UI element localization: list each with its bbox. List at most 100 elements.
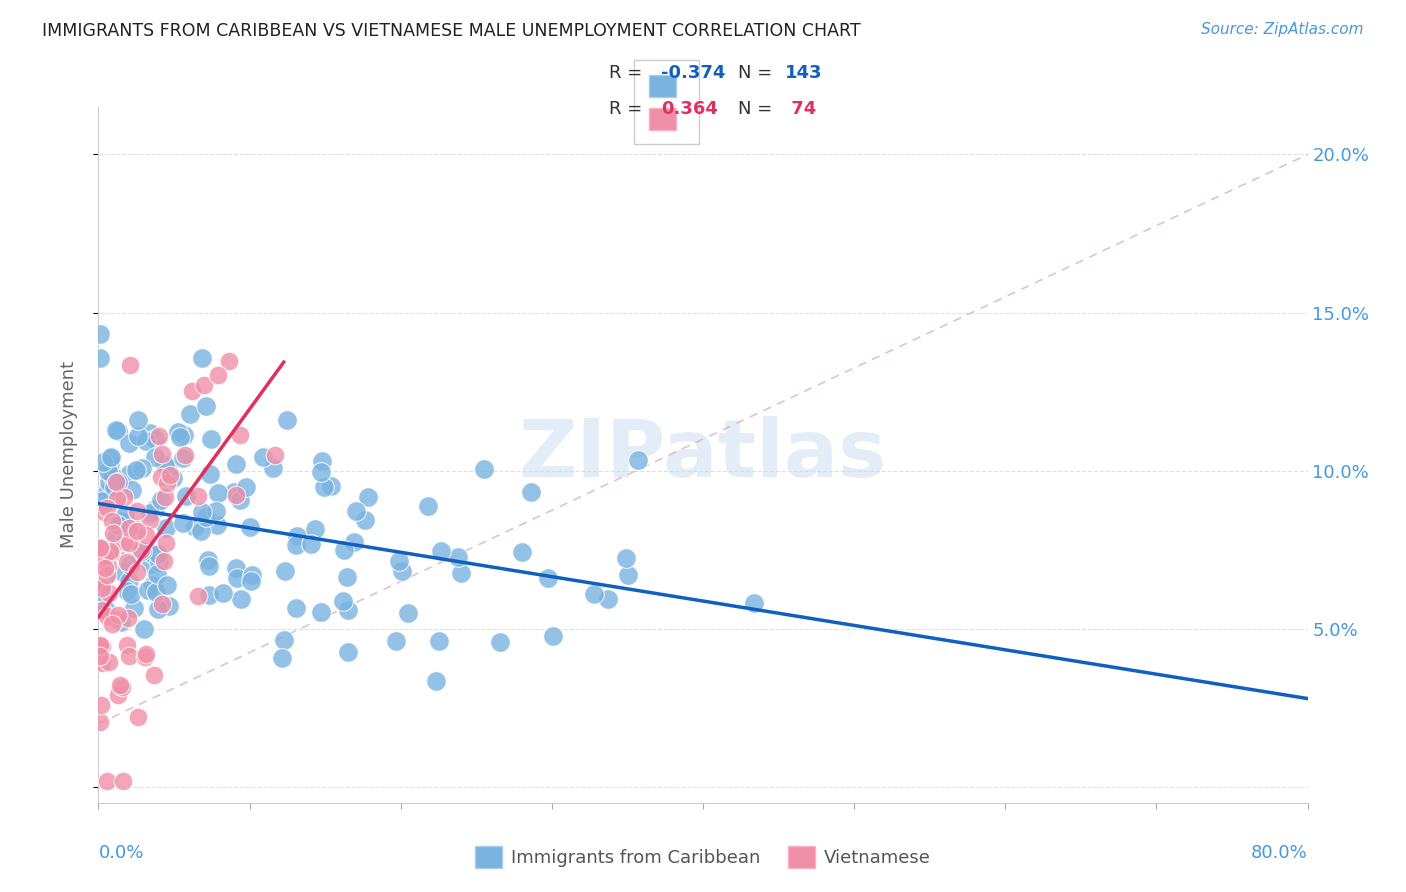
Point bbox=[187, 589, 209, 603]
Point bbox=[115, 555, 138, 569]
Point bbox=[104, 423, 127, 437]
Point bbox=[91, 455, 114, 469]
Point bbox=[89, 575, 111, 590]
Point bbox=[207, 368, 229, 382]
Point bbox=[124, 600, 146, 615]
Point bbox=[96, 485, 118, 500]
Point bbox=[118, 435, 141, 450]
Point bbox=[488, 635, 510, 649]
Point bbox=[135, 434, 157, 448]
Point bbox=[145, 585, 167, 599]
Point bbox=[472, 461, 495, 475]
Point bbox=[155, 536, 177, 550]
Point bbox=[139, 513, 162, 527]
Point bbox=[118, 574, 141, 589]
Point bbox=[319, 478, 342, 492]
Point bbox=[118, 536, 141, 550]
Point bbox=[131, 543, 153, 558]
Point bbox=[162, 471, 184, 485]
Point bbox=[146, 547, 169, 561]
Point bbox=[96, 568, 118, 582]
Point bbox=[312, 480, 335, 494]
Point bbox=[91, 584, 114, 599]
Point bbox=[264, 449, 287, 463]
Point bbox=[187, 489, 209, 503]
Point bbox=[354, 513, 377, 527]
Point bbox=[125, 524, 148, 538]
Point bbox=[231, 592, 253, 607]
Text: 143: 143 bbox=[785, 64, 823, 82]
Point bbox=[194, 509, 217, 524]
Point bbox=[114, 508, 136, 522]
Point bbox=[143, 450, 166, 464]
Point bbox=[284, 539, 307, 553]
Point bbox=[596, 592, 619, 607]
Point bbox=[107, 475, 129, 490]
Point bbox=[98, 543, 121, 558]
Point bbox=[135, 528, 157, 542]
Point bbox=[105, 542, 128, 557]
Point bbox=[105, 612, 128, 626]
Point bbox=[98, 450, 121, 465]
Point bbox=[169, 430, 191, 444]
Point bbox=[204, 503, 226, 517]
Point bbox=[229, 428, 252, 442]
Point bbox=[336, 570, 359, 584]
Point bbox=[108, 678, 131, 692]
Point bbox=[90, 494, 112, 508]
Point bbox=[418, 499, 440, 513]
Point bbox=[94, 603, 117, 617]
Point bbox=[225, 458, 247, 472]
Point bbox=[200, 432, 222, 446]
Point bbox=[89, 541, 111, 555]
Point bbox=[287, 529, 309, 543]
Point bbox=[89, 327, 111, 342]
Point bbox=[117, 649, 139, 664]
Point bbox=[285, 600, 308, 615]
Point bbox=[132, 622, 155, 636]
Point bbox=[239, 520, 262, 534]
Point bbox=[262, 461, 284, 475]
Point bbox=[225, 560, 247, 574]
Point bbox=[100, 450, 122, 464]
Point bbox=[101, 526, 124, 541]
Point bbox=[139, 425, 162, 440]
Point bbox=[89, 714, 111, 729]
Point bbox=[149, 470, 172, 484]
Point bbox=[333, 543, 356, 558]
Point bbox=[121, 483, 143, 498]
Text: -0.374: -0.374 bbox=[661, 64, 725, 82]
Point bbox=[152, 447, 174, 461]
Point bbox=[520, 485, 543, 500]
Point bbox=[127, 709, 149, 723]
Point bbox=[156, 476, 179, 491]
Point bbox=[148, 429, 170, 443]
Point bbox=[153, 458, 176, 473]
Point bbox=[94, 570, 117, 584]
Point bbox=[273, 565, 295, 579]
Point bbox=[174, 448, 197, 462]
Point bbox=[157, 599, 180, 613]
Point bbox=[118, 358, 141, 372]
Text: 0.0%: 0.0% bbox=[98, 845, 143, 863]
Point bbox=[357, 490, 380, 504]
Point bbox=[96, 609, 118, 624]
Point bbox=[337, 602, 360, 616]
Point bbox=[100, 617, 122, 632]
Point bbox=[107, 518, 129, 533]
Point bbox=[222, 485, 245, 500]
Point bbox=[129, 543, 152, 558]
Point bbox=[450, 566, 472, 580]
Point bbox=[218, 354, 240, 368]
Point bbox=[97, 475, 120, 490]
Point bbox=[311, 606, 333, 620]
Point bbox=[142, 668, 165, 682]
Point bbox=[101, 467, 124, 482]
Point bbox=[90, 698, 112, 712]
Point bbox=[179, 408, 201, 422]
Point bbox=[447, 549, 470, 564]
Text: 74: 74 bbox=[785, 100, 815, 118]
Point bbox=[271, 651, 294, 665]
Point bbox=[180, 384, 202, 399]
Point bbox=[343, 535, 366, 549]
